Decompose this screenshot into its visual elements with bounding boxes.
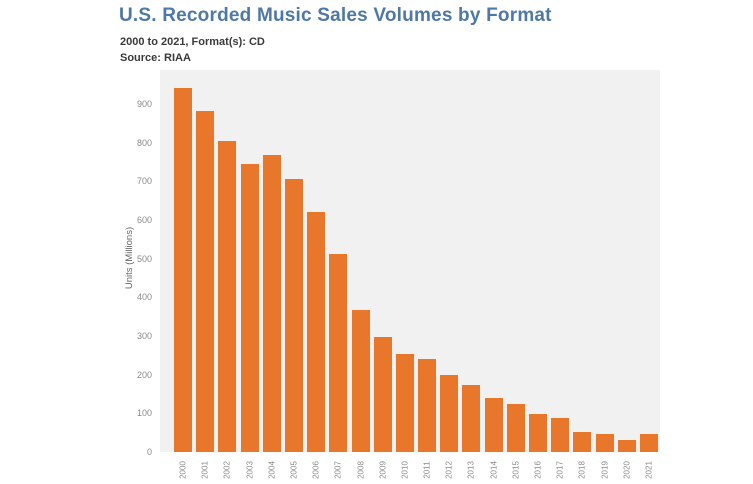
x-tick-2003: 2003 xyxy=(241,452,259,484)
bar-series xyxy=(160,70,660,452)
bar-2021[interactable] xyxy=(639,433,658,452)
y-tick-label-800: 800 xyxy=(136,137,152,148)
x-tick-2000: 2000 xyxy=(174,452,192,484)
bar-2011[interactable] xyxy=(418,358,437,452)
y-axis: 0 100 200 300 400 500 600 700 800 900 xyxy=(0,70,152,457)
chart-source: Source: RIAA xyxy=(120,52,191,64)
x-tick-label-2014: 2014 xyxy=(489,460,499,479)
x-tick-2017: 2017 xyxy=(551,452,569,484)
x-tick-label-2005: 2005 xyxy=(289,460,299,479)
x-tick-label-2012: 2012 xyxy=(444,460,454,479)
bar-2005[interactable] xyxy=(284,179,303,452)
bar-2000[interactable] xyxy=(174,87,192,452)
x-tick-label-2020: 2020 xyxy=(622,460,632,479)
x-tick-label-2011: 2011 xyxy=(422,460,432,479)
bar-2007[interactable] xyxy=(329,254,348,452)
bar-2015[interactable] xyxy=(506,404,525,452)
bar-2010[interactable] xyxy=(395,354,414,452)
x-tick-2010: 2010 xyxy=(396,452,414,484)
x-tick-2011: 2011 xyxy=(418,452,436,484)
x-tick-label-2004: 2004 xyxy=(267,460,277,479)
x-tick-label-2002: 2002 xyxy=(222,460,232,479)
bar-2002[interactable] xyxy=(218,141,237,452)
y-tick-label-600: 600 xyxy=(136,215,152,226)
x-tick-label-2001: 2001 xyxy=(200,460,210,479)
bar-2013[interactable] xyxy=(462,385,481,452)
x-tick-label-2017: 2017 xyxy=(555,460,565,479)
x-tick-label-2015: 2015 xyxy=(511,460,521,479)
x-tick-label-2018: 2018 xyxy=(577,460,587,479)
bar-2004[interactable] xyxy=(262,155,281,452)
x-tick-label-2008: 2008 xyxy=(356,460,365,479)
y-tick-label-0: 0 xyxy=(146,447,152,457)
bar-2017[interactable] xyxy=(551,418,570,452)
bar-2019[interactable] xyxy=(595,433,614,452)
chart-title: U.S. Recorded Music Sales Volumes by For… xyxy=(119,5,552,26)
x-tick-2012: 2012 xyxy=(440,452,458,484)
x-tick-2001: 2001 xyxy=(196,452,214,484)
bar-2020[interactable] xyxy=(617,439,636,452)
x-tick-2005: 2005 xyxy=(285,452,303,484)
x-tick-label-2009: 2009 xyxy=(378,460,388,479)
y-tick-label-200: 200 xyxy=(136,369,152,380)
x-tick-2020: 2020 xyxy=(618,452,636,484)
bar-2018[interactable] xyxy=(573,431,592,452)
x-tick-2015: 2015 xyxy=(507,452,525,484)
x-tick-label-2019: 2019 xyxy=(600,460,610,479)
bar-2001[interactable] xyxy=(196,111,215,452)
x-axis: 2000 2001 2002 2003 2004 2005 2006 2007 2008 2009… xyxy=(160,452,660,484)
x-tick-2007: 2007 xyxy=(329,452,347,484)
x-tick-2018: 2018 xyxy=(573,452,591,484)
x-tick-2002: 2002 xyxy=(218,452,236,484)
x-tick-2014: 2014 xyxy=(485,452,503,484)
bar-2012[interactable] xyxy=(440,375,459,452)
x-tick-2016: 2016 xyxy=(529,452,547,484)
y-tick-label-100: 100 xyxy=(136,408,152,419)
x-tick-2021: 2021 xyxy=(640,452,658,484)
bar-2014[interactable] xyxy=(484,397,503,452)
bar-2009[interactable] xyxy=(373,337,392,452)
x-tick-label-2016: 2016 xyxy=(533,460,543,479)
bar-2008[interactable] xyxy=(351,309,370,452)
x-tick-2019: 2019 xyxy=(596,452,614,484)
x-tick-2006: 2006 xyxy=(307,452,325,484)
y-tick-label-300: 300 xyxy=(136,331,152,342)
x-tick-2008: 2008 xyxy=(352,452,370,484)
x-tick-label-2000: 2000 xyxy=(178,460,188,479)
x-tick-label-2006: 2006 xyxy=(311,460,321,479)
y-tick-label-900: 900 xyxy=(136,99,152,110)
bar-2006[interactable] xyxy=(307,212,326,452)
chart-subtitle: 2000 to 2021, Format(s): CD xyxy=(120,36,265,48)
x-tick-2013: 2013 xyxy=(462,452,480,484)
y-tick-label-700: 700 xyxy=(136,176,152,187)
x-tick-2009: 2009 xyxy=(374,452,392,484)
x-tick-label-2013: 2013 xyxy=(466,460,476,479)
x-tick-label-2003: 2003 xyxy=(245,460,255,479)
x-tick-label-2021: 2021 xyxy=(644,460,654,479)
x-tick-label-2007: 2007 xyxy=(333,460,343,479)
bar-2003[interactable] xyxy=(240,163,259,452)
plot-area xyxy=(160,70,660,452)
x-tick-label-2010: 2010 xyxy=(400,460,410,479)
x-tick-2004: 2004 xyxy=(263,452,281,484)
bar-2016[interactable] xyxy=(529,413,547,452)
y-tick-label-500: 500 xyxy=(136,253,152,264)
y-tick-label-400: 400 xyxy=(136,292,152,303)
